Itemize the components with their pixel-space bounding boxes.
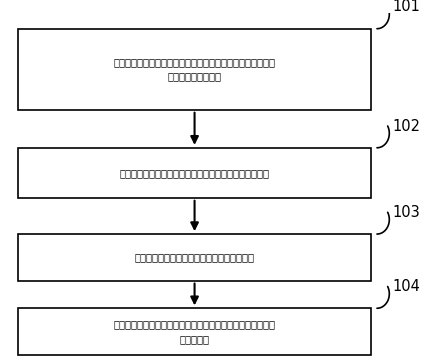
Text: 基于每个病灶的病灶像素个数、像素间距和平行层面间距计算
病灶总体积: 基于每个病灶的病灶像素个数、像素间距和平行层面间距计算 病灶总体积 — [114, 319, 275, 344]
FancyBboxPatch shape — [18, 234, 371, 281]
Text: 101: 101 — [392, 0, 420, 14]
Text: 102: 102 — [392, 118, 420, 134]
Text: 103: 103 — [392, 205, 420, 220]
FancyBboxPatch shape — [18, 308, 371, 355]
Text: 基于实例分割模型，获取多个平行层面的医学影像数据中的病
灶征象轮廓分布信息: 基于实例分割模型，获取多个平行层面的医学影像数据中的病 灶征象轮廓分布信息 — [114, 57, 275, 81]
Text: 获取医学影像数据的像素间距和平行层面间距: 获取医学影像数据的像素间距和平行层面间距 — [134, 252, 255, 262]
FancyBboxPatch shape — [18, 29, 371, 110]
Text: 基于病灶征象轮廓分布信息计算每个病灶的病灶像素个数: 基于病灶征象轮廓分布信息计算每个病灶的病灶像素个数 — [120, 168, 270, 178]
FancyBboxPatch shape — [18, 148, 371, 198]
Text: 104: 104 — [392, 279, 420, 294]
